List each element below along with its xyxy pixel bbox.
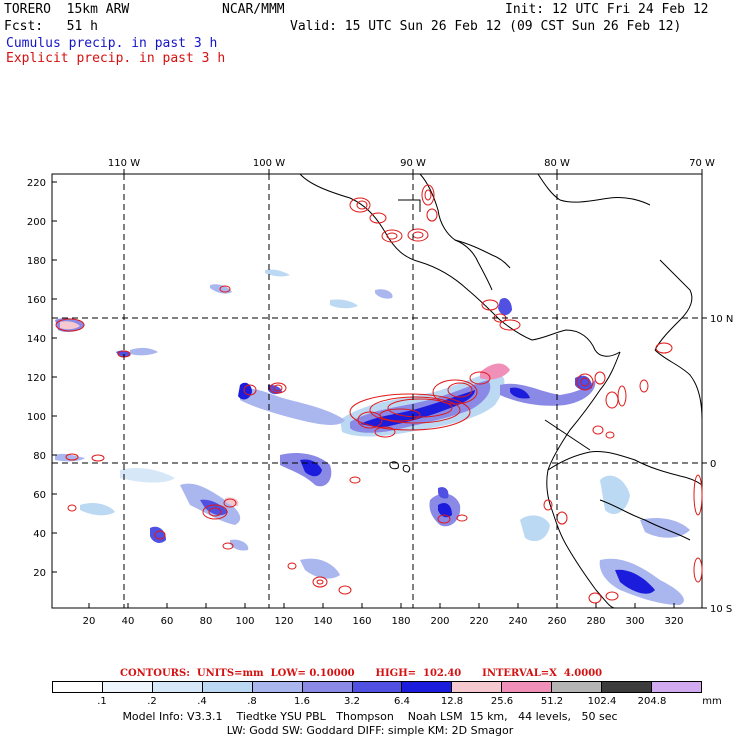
x-tick-label: 40 (122, 616, 135, 627)
colorbar-label: 204.8 (637, 696, 667, 707)
y-tick-label: 20 (33, 568, 46, 579)
lat-label: 0 (710, 459, 716, 470)
x-tick-label: 180 (391, 616, 410, 627)
x-tick-label: 220 (469, 616, 488, 627)
colorbar-swatch (452, 682, 503, 692)
colorbar-swatch (252, 682, 303, 692)
lon-label: 110 W (108, 158, 140, 169)
colorbar-label: 25.6 (490, 696, 514, 707)
y-tick-label: 100 (27, 412, 46, 423)
colorbar-swatch (102, 682, 153, 692)
contours-info: CONTOURS: UNITS=mm LOW= 0.10000 HIGH= 10… (120, 668, 603, 679)
colorbar-label: 6.4 (394, 696, 410, 707)
x-tick-label: 280 (586, 616, 605, 627)
y-tick-label: 40 (33, 529, 46, 540)
colorbar-swatch (552, 682, 603, 692)
model-name: TORERO 15km ARW (4, 2, 130, 17)
field-label-explicit: Explicit precip. in past 3 h (6, 51, 226, 66)
colorbar-label: 1.6 (294, 696, 310, 707)
x-tick-label: 240 (508, 616, 527, 627)
colorbar-swatch (352, 682, 403, 692)
x-tick-label: 300 (625, 616, 644, 627)
lon-labels: 110 W 100 W 90 W 80 W 70 W (108, 158, 715, 169)
lat-label: 10 S (710, 604, 732, 615)
colorbar-label: .1 (97, 696, 107, 707)
y-tick-label: 180 (27, 256, 46, 267)
precipitation-map: 110 W 100 W 90 W 80 W 70 W 10 N 0 10 S 2… (27, 158, 733, 627)
x-tick-label: 200 (430, 616, 449, 627)
x-tick-label: 120 (274, 616, 293, 627)
colorbar-swatch (302, 682, 353, 692)
colorbar (52, 681, 702, 693)
colorbar-swatch (652, 682, 701, 692)
colorbar-label: 51.2 (540, 696, 564, 707)
colorbar-label: 12.8 (440, 696, 464, 707)
colorbar-swatch (202, 682, 253, 692)
axis-ticks (52, 169, 707, 609)
x-tick-label: 320 (664, 616, 683, 627)
y-tick-label: 220 (27, 178, 46, 189)
colorbar-label: 102.4 (587, 696, 617, 707)
x-tick-label: 160 (352, 616, 371, 627)
lat-labels: 10 N 0 10 S (710, 314, 733, 615)
colorbar-label: .4 (197, 696, 207, 707)
init-time: Init: 12 UTC Fri 24 Feb 12 (505, 2, 709, 17)
x-tick-label: 140 (313, 616, 332, 627)
colorbar-swatch (602, 682, 653, 692)
colorbar-label: .2 (147, 696, 157, 707)
y-tick-label: 160 (27, 295, 46, 306)
colorbar-swatch (402, 682, 453, 692)
y-tick-label: 120 (27, 373, 46, 384)
x-tick-labels: 20 40 60 80 100 120 140 160 180 200 220 … (83, 616, 684, 627)
y-tick-label: 80 (33, 451, 46, 462)
model-physics: LW: Godd SW: Goddard DIFF: simple KM: 2D… (226, 724, 514, 737)
lon-label: 90 W (400, 158, 426, 169)
model-info: Model Info: V3.3.1 Tiedtke YSU PBL Thomp… (122, 710, 618, 723)
lon-label: 70 W (689, 158, 715, 169)
y-tick-label: 60 (33, 490, 46, 501)
colorbar-swatch (53, 682, 103, 692)
field-label-cumulus: Cumulus precip. in past 3 h (6, 36, 218, 51)
colorbar-label: .8 (247, 696, 257, 707)
forecast-hour: Fcst: 51 h (4, 19, 98, 34)
center-name: NCAR/MMM (222, 2, 285, 17)
coastlines (299, 173, 703, 609)
colorbar-swatch (152, 682, 203, 692)
lat-label: 10 N (710, 314, 733, 325)
y-tick-label: 140 (27, 334, 46, 345)
colorbar-swatch (502, 682, 553, 692)
valid-time: Valid: 15 UTC Sun 26 Feb 12 (09 CST Sun … (290, 19, 682, 34)
y-tick-labels: 20 40 60 80 100 120 140 160 180 200 220 (27, 178, 46, 579)
y-tick-label: 200 (27, 217, 46, 228)
lon-label: 100 W (253, 158, 285, 169)
colorbar-label: 3.2 (344, 696, 360, 707)
latlon-grid (52, 174, 702, 608)
lon-label: 80 W (544, 158, 570, 169)
x-tick-label: 80 (200, 616, 213, 627)
x-tick-label: 20 (83, 616, 96, 627)
x-tick-label: 100 (235, 616, 254, 627)
x-tick-label: 60 (161, 616, 174, 627)
colorbar-unit: mm (702, 696, 722, 707)
x-tick-label: 260 (547, 616, 566, 627)
map-frame (51, 173, 703, 609)
